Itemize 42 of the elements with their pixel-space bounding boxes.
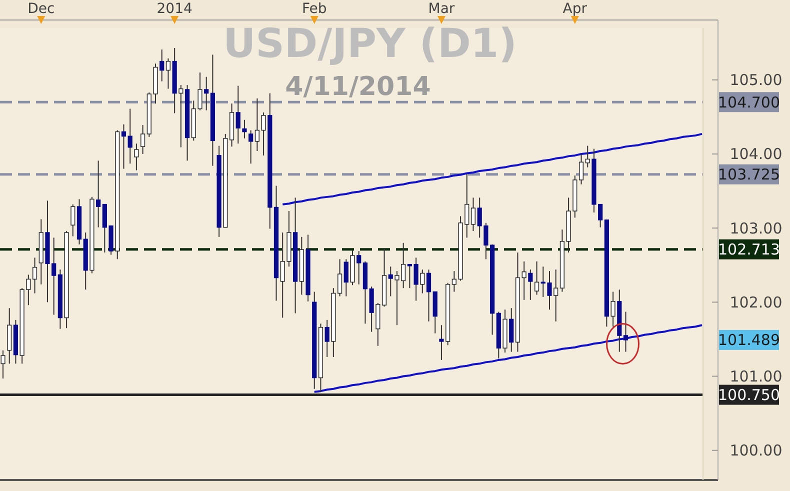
candlestick — [426, 269, 432, 322]
candlestick — [134, 143, 139, 171]
x-tick-label: 2014 — [156, 1, 192, 17]
candlestick — [248, 130, 254, 164]
candlestick — [70, 204, 76, 237]
text: 4/11/2014 — [285, 72, 431, 102]
line-series — [282, 132, 703, 206]
candlestick — [128, 108, 132, 164]
candlestick — [610, 291, 616, 328]
candlestick — [236, 85, 240, 144]
ref-line-label: 104.700 — [718, 93, 780, 112]
candlestick — [121, 124, 126, 170]
ref-line-label: 102.713 — [718, 240, 780, 259]
x-tick-label: Feb — [302, 1, 327, 17]
ref-line-label: 103.725 — [718, 166, 780, 184]
candlestick — [0, 350, 6, 379]
candlestick — [178, 84, 184, 148]
y-tick-label: 105.00 — [730, 71, 782, 90]
candlestick — [166, 58, 171, 90]
x-tick-label: Dec — [28, 1, 55, 17]
x-tick-label: Apr — [562, 1, 588, 17]
candlestick — [140, 124, 146, 154]
y-tick-label: 102.00 — [730, 293, 782, 312]
line-series — [313, 324, 703, 393]
candlestick — [578, 153, 584, 185]
y-tick-label: 101.00 — [730, 368, 782, 386]
y-tick-label: 104.00 — [730, 145, 782, 164]
x-tick-label: Mar — [428, 1, 455, 17]
y-tick-label: 100.00 — [730, 442, 782, 460]
candlestick — [242, 119, 247, 139]
candlestick — [32, 257, 38, 294]
y-tick-label: 103.00 — [730, 219, 782, 238]
candlestick — [554, 269, 558, 322]
candlestick — [623, 311, 628, 352]
candlestick — [337, 258, 342, 297]
text: 101.489 — [718, 331, 780, 350]
candlestick — [470, 197, 476, 232]
candlestick — [534, 260, 540, 296]
ref-line-label: 100.750 — [718, 386, 780, 404]
candlestick — [420, 269, 425, 294]
candlestick — [585, 145, 590, 168]
candlestick — [522, 260, 526, 300]
